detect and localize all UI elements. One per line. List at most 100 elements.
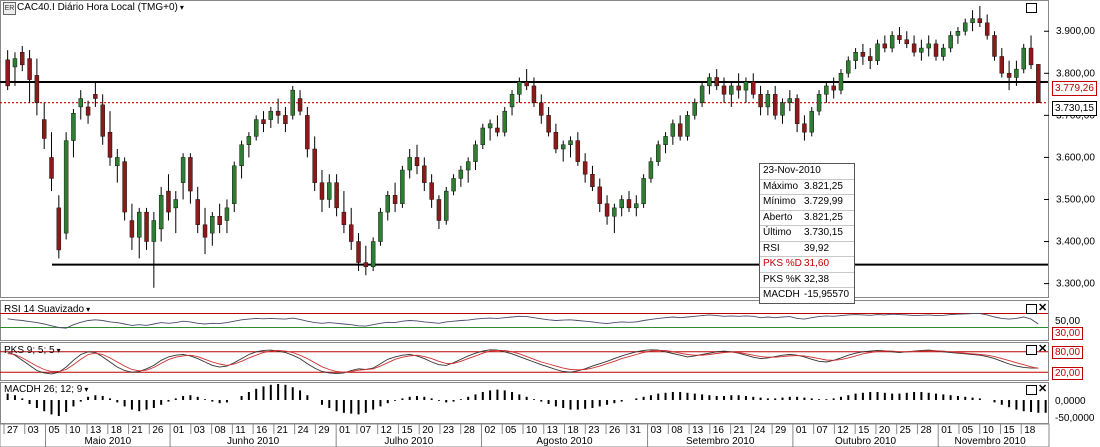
tooltip-label: RSI xyxy=(763,242,780,254)
day-label: 18 xyxy=(111,425,123,436)
candle-body xyxy=(224,207,230,221)
candle-body xyxy=(334,182,339,209)
candle-body xyxy=(933,43,939,57)
rsi-maximize-icon[interactable] xyxy=(1026,304,1037,314)
candle-body xyxy=(553,131,559,150)
candle-body xyxy=(253,119,259,137)
candle-body xyxy=(487,123,493,129)
instrument-selector[interactable]: CAC40.I Diário Hora Local (TMG+0) ▾ xyxy=(17,2,184,13)
rsi-indicator-selector[interactable]: RSI 14 Suavizado ▾ xyxy=(4,304,90,315)
candle-body xyxy=(217,216,222,225)
candle-body xyxy=(129,220,135,238)
pks-indicator-selector[interactable]: PKS 9; 5; 5 ▾ xyxy=(4,345,61,356)
candle-body xyxy=(392,195,398,204)
candle-body xyxy=(955,31,961,36)
candle-body xyxy=(202,224,208,238)
candle-body xyxy=(656,144,661,162)
price-tick-label: 3.600,00 xyxy=(1056,152,1095,163)
candle-body xyxy=(144,211,149,242)
candle-body xyxy=(173,199,178,209)
price-tag-last: 3.730,15 xyxy=(1052,101,1097,116)
candle-body xyxy=(897,35,902,40)
tooltip-value: 3.821,25 xyxy=(804,211,843,223)
candle-body xyxy=(268,110,274,120)
day-label: 12 xyxy=(837,425,849,436)
candle-body xyxy=(180,157,186,183)
day-label: 02 xyxy=(484,425,496,436)
tooltip-row: PKS %K 32,38 xyxy=(760,273,854,288)
candle-body xyxy=(414,157,420,167)
day-label: 28 xyxy=(920,425,932,436)
candle-body xyxy=(319,182,325,200)
candle-body xyxy=(451,178,456,192)
day-label: 31 xyxy=(630,425,642,436)
tooltip-row: Último 3.730,15 xyxy=(760,226,854,242)
day-label: 07 xyxy=(360,425,372,436)
rsi-panel-frame xyxy=(0,300,1049,341)
macd-maximize-icon[interactable] xyxy=(1026,385,1037,395)
pks-level-tag-high: 80,00 xyxy=(1052,346,1084,359)
day-label: 12 xyxy=(381,425,393,436)
candle-body xyxy=(604,203,610,217)
rsi-line xyxy=(7,313,1039,329)
tooltip-date: 23-Nov-2010 xyxy=(760,164,854,180)
candle-body xyxy=(977,18,983,24)
tooltip-label: Máximo xyxy=(763,180,799,192)
rsi-close-icon[interactable]: ✕ xyxy=(1038,302,1048,314)
candle-body xyxy=(34,75,40,103)
candle-body xyxy=(999,56,1005,74)
candle-body xyxy=(736,85,741,91)
candle-body xyxy=(634,203,639,209)
candle-body xyxy=(648,161,654,179)
pks-d-line xyxy=(7,349,1039,373)
candle-body xyxy=(787,98,793,103)
candle-body xyxy=(195,199,200,225)
candle-body xyxy=(429,182,434,200)
candle-body xyxy=(1014,68,1019,78)
pks-title: PKS 9; 5; 5 xyxy=(4,345,55,356)
rsi-level-tag: 30,00 xyxy=(1052,327,1084,340)
tooltip-value: 32,38 xyxy=(804,273,830,285)
candle-body xyxy=(575,140,581,162)
macd-axis-label-zero: 0,0000 xyxy=(1055,396,1086,407)
candle-body xyxy=(831,85,836,91)
candle-body xyxy=(721,85,727,95)
price-tag-high: 3.779,26 xyxy=(1052,81,1097,96)
day-label: 16 xyxy=(713,425,725,436)
candle-body xyxy=(122,161,127,213)
candle-body xyxy=(882,43,888,49)
candle-body xyxy=(692,102,697,116)
candle-body xyxy=(327,182,332,200)
candle-body xyxy=(93,94,98,99)
chevron-down-icon: ▾ xyxy=(86,305,91,314)
price-axis: 3.900,003.800,003.700,003.600,003.500,00… xyxy=(1044,26,1095,290)
candle-body xyxy=(385,195,390,213)
candle-body xyxy=(582,161,588,175)
candle-body xyxy=(889,35,895,49)
tooltip-value: 39,92 xyxy=(804,242,830,254)
rsi-series xyxy=(0,313,1048,329)
candlestick-series[interactable] xyxy=(5,6,1041,288)
macd-indicator-selector[interactable]: MACDH 26; 12; 9 ▾ xyxy=(4,384,88,395)
day-label: 15 xyxy=(858,425,870,436)
price-tick-label: 3.900,00 xyxy=(1056,26,1095,37)
macd-close-icon[interactable]: ✕ xyxy=(1038,383,1048,395)
tooltip-row: RSI 39,92 xyxy=(760,242,854,257)
candle-body xyxy=(714,77,719,87)
candle-body xyxy=(824,85,829,95)
pks-maximize-icon[interactable] xyxy=(1026,345,1037,355)
candle-body xyxy=(370,241,376,267)
candle-body xyxy=(49,157,54,179)
candle-body xyxy=(677,123,683,137)
day-label: 21 xyxy=(734,425,746,436)
pks-close-icon[interactable]: ✕ xyxy=(1038,343,1048,355)
day-label: 13 xyxy=(692,425,704,436)
maximize-icon[interactable] xyxy=(1026,3,1037,13)
macd-histogram xyxy=(6,384,1047,416)
candle-body xyxy=(524,81,529,87)
tooltip-row: Máximo 3.821,25 xyxy=(760,180,854,195)
candle-body xyxy=(458,169,464,179)
candle-body xyxy=(597,186,602,204)
day-label: 20 xyxy=(422,425,434,436)
